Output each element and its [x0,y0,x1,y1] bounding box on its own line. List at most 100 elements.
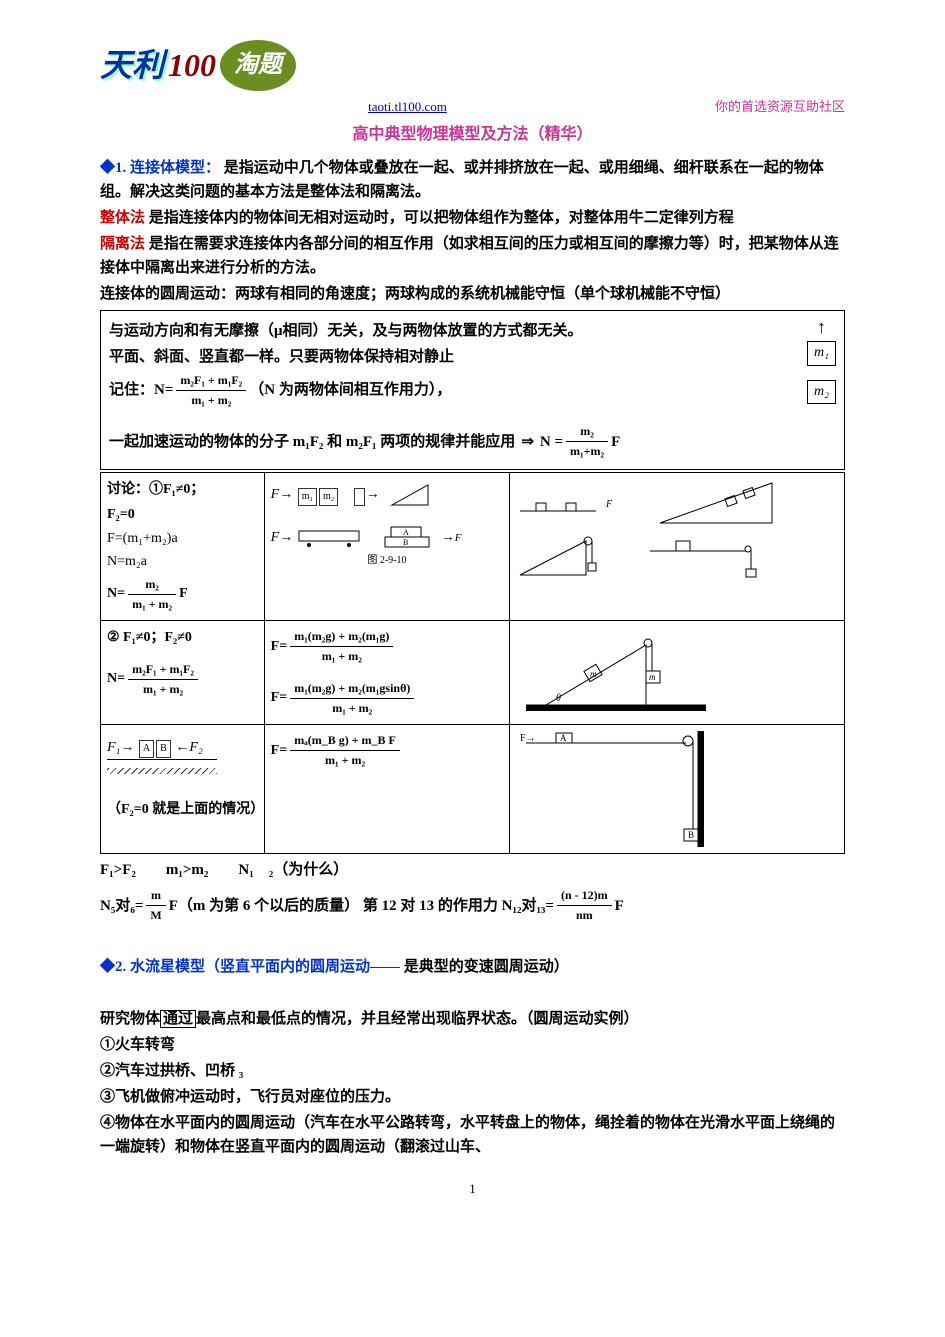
mass-m2-box: m₂ [807,380,836,404]
diagram-row1-right: F [516,477,838,579]
n-frac-den: m₁ + m₂ [176,391,246,410]
box-line4-frac-den: m₁+m₂ [566,442,608,461]
box-line3a: 记住：N= [109,378,173,402]
circular-motion-para: 连接体的圆周运动：两球有相同的角速度；两球构成的系统机械能守恒（单个球机械能不守… [100,282,845,306]
ab-blocks-diagram: F₁→ AB ←F₂ [107,737,258,783]
s2-li2: ②汽车过拱桥、凹桥 ₃ [100,1059,845,1083]
page-header: 天利 100 淘题 [100,40,845,91]
svg-text:F: F [605,499,613,510]
diagram-row1-left: F→ m₁m₂ → F→ A B →F 图 [271,483,504,569]
discussion-cell-3-3: F→ A B [510,725,845,854]
whole-law-text: 是指连接体内的物体间无相对运动时，可以把物体组作为整体，对整体用牛二定律列方程 [149,210,734,226]
svg-text:B: B [403,538,408,547]
discussion-cell-2-2: F= m₁(m₂g) + m₂(m₁g) m₁ + m₂ F= m₁(m₂g) … [264,621,510,725]
r2c1-frac-den: m₁ + m₂ [128,680,198,699]
discussion-cell-1-1: 讨论：①F₁≠0； F₂=0 F=(m₁+m₂)a N=m₂a N= m₂ m₁… [101,473,265,621]
iso-law-text: 是指在需要求连接体内各部分间的相互作用（如求相互间的压力或相互间的摩擦力等）时，… [100,236,839,276]
r2c2-f1: F= [271,636,288,658]
n-fraction: m₂F₁ + m₁F₂ m₁ + m₂ [176,371,246,410]
logo-text-left: 天利 [100,40,164,91]
box-line4a: 一起加速运动的物体的分子 m₁F₂ 和 m₂F₁ 两项的规律并能应用 [109,430,515,454]
table-row: ② F₁≠0；F₂≠0 N= m₂F₁ + m₁F₂ m₁ + m₂ F= m₁… [101,621,845,725]
discussion-table: 讨论：①F₁≠0； F₂=0 F=(m₁+m₂)a N=m₂a N= m₂ m₁… [100,472,845,854]
r1c1-frac: m₂ m₁ + m₂ [128,575,176,614]
svg-text:m: m [590,669,597,679]
r2c1-frac-num: m₂F₁ + m₁F₂ [128,660,198,680]
r1c1-frac-den: m₁ + m₂ [128,595,176,614]
r1c1-frac-num: m₂ [128,575,176,595]
r3c2-num: mₐ(m_B g) + m_B F [290,731,400,751]
discussion-cell-1-3: F [510,473,845,621]
f2-label: F₂ [189,740,202,755]
box-line2: 平面、斜面、竖直都一样。只要两物体保持相对静止 [109,345,836,369]
box-line3b: （N 为两物体间相互作用力）， [249,378,451,402]
r1c1-a: 讨论：①F₁≠0； [107,479,258,501]
table-row: F₁→ AB ←F₂ （F₂=0 就是上面的情况） F= mₐ(m_B g) +… [101,725,845,854]
box-line4: 一起加速运动的物体的分子 m₁F₂ 和 m₂F₁ 两项的规律并能应用 ⇒ N =… [109,422,836,461]
svg-text:B: B [688,830,694,840]
section-1-head: 连接体模型： [130,160,220,176]
logo-text-mid: 100 [168,40,216,91]
iso-law-para: 隔离法 是指在需要求连接体内各部分间的相互作用（如求相互间的压力或相互间的摩擦力… [100,232,845,280]
cart-icon [297,529,367,547]
r2c2-f1-frac: m₁(m₂g) + m₂(m₁g) m₁ + m₂ [290,627,393,666]
section-1-number: ◆1. [100,160,126,176]
page-number: 1 [100,1179,845,1200]
box-line4-end: F [611,430,620,454]
section-2-heading: ◆2. 水流星模型（竖直平面内的圆周运动—— 是典型的变速圆周运动） [100,955,845,979]
table-row: 讨论：①F₁≠0； F₂=0 F=(m₁+m₂)a N=m₂a N= m₂ m₁… [101,473,845,621]
box-line4-N: N = [540,430,563,454]
diagram-row2-right: m m θ [516,625,838,715]
discussion-cell-3-2: F= mₐ(m_B g) + m_B F m₁ + m₂ [264,725,510,854]
r1c1-e: N= [107,583,125,605]
site-url: taoti.tl100.com [368,97,447,118]
discussion-cell-2-3: m m θ [510,621,845,725]
section-1-heading: ◆1. 连接体模型： 是指运动中几个物体或叠放在一起、或并排挤放在一起、或用细绳… [100,156,845,204]
iso-law-label: 隔离法 [100,236,145,252]
pulley-horizontal-icon: F [516,493,626,527]
r3c2-f: F= [271,740,288,762]
table-pulley-icon [646,533,776,579]
svg-text:A: A [403,528,409,537]
box-line3: 记住：N= m₂F₁ + m₁F₂ m₁ + m₂ （N 为两物体间相互作用力）… [109,371,797,410]
logo-text-right: 淘题 [220,40,296,90]
arrow-up-icon: ↑ [817,313,826,342]
n-frac-num: m₂F₁ + m₁F₂ [176,371,246,391]
section-2-head-tail: 是典型的变速圆周运动） [404,959,569,975]
r2c1-b: N= [107,668,125,690]
after-l2c: F [615,894,624,918]
implies-icon: ⇒ [521,430,534,454]
r2c2-f2-row: F= m₁(m₂g) + m₂(m₁gsinθ) m₁ + m₂ [271,679,504,718]
r1c1-e-row: N= m₂ m₁ + m₂ F [107,575,258,614]
incline-blocks-icon [656,477,776,527]
svg-text:m: m [649,672,656,682]
r1c1-d: N=m₂a [107,551,258,573]
box-line1: 与运动方向和有无摩擦（μ相同）无关，及与两物体放置的方式都无关。 [109,319,836,343]
r2c2-f1-den: m₁ + m₂ [290,647,393,666]
incline-icon [390,483,430,507]
incline-pulley-icon [516,533,616,579]
r2c2-f1-num: m₁(m₂g) + m₂(m₁g) [290,627,393,647]
discussion-cell-3-1: F₁→ AB ←F₂ （F₂=0 就是上面的情况） [101,725,265,854]
r1c1-end: F [179,583,188,605]
s2-li1: ①火车转弯 [100,1033,845,1057]
after-frac2-den: nm [557,906,612,925]
r3c2-row: F= mₐ(m_B g) + m_B F m₁ + m₂ [271,731,504,770]
incline-hanging-mass-icon: m m θ [516,625,716,715]
page-title: 高中典型物理模型及方法（精华） [100,122,845,148]
fig-label: 图 2-9-10 [271,553,504,569]
s2-research: 研究物体通过最高点和最低点的情况，并且经常出现临界状态。（圆周运动实例） [100,1007,845,1031]
r2c1-b-row: N= m₂F₁ + m₁F₂ m₁ + m₂ [107,660,258,699]
r2c1-frac: m₂F₁ + m₁F₂ m₁ + m₂ [128,660,198,699]
s2-li3: ③飞机做俯冲运动时，飞行员对座位的压力。 [100,1085,845,1109]
mass-m1-box: m₁ [807,341,836,365]
site-tagline: 你的首选资源互助社区 [715,97,845,118]
section-2-number: ◆2. [100,959,126,975]
box-line4-frac: m₂ m₁+m₂ [566,422,608,461]
r2c2-f2-frac: m₁(m₂g) + m₂(m₁gsinθ) m₁ + m₂ [290,679,414,718]
after-frac1-den: M [146,906,165,925]
after-l2b: F（m 为第 6 个以后的质量） 第 12 对 13 的作用力 N₁₂对₁₃= [169,894,554,918]
r3c1-note: （F₂=0 就是上面的情况） [107,799,258,821]
after-frac1: m M [146,886,165,925]
stacked-blocks-icon: A B [381,525,441,551]
